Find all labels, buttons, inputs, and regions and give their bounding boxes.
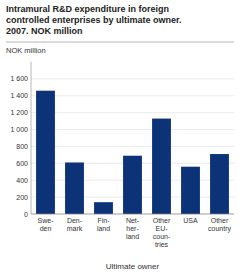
grid-line bbox=[31, 214, 234, 215]
x-tick-label: Othercountry bbox=[208, 217, 231, 233]
grid-line bbox=[31, 78, 234, 79]
bar bbox=[210, 154, 229, 214]
x-tick-label: Fin-land bbox=[97, 217, 110, 232]
grid-line bbox=[31, 95, 234, 96]
y-axis-line bbox=[31, 62, 32, 214]
x-tick-label: Den-mark bbox=[67, 217, 83, 232]
grid-line bbox=[31, 112, 234, 113]
bars bbox=[36, 91, 229, 214]
bar bbox=[123, 156, 142, 214]
bar bbox=[94, 202, 113, 214]
bar bbox=[181, 167, 200, 214]
separator bbox=[6, 42, 234, 43]
x-axis-label: Ultimate owner bbox=[106, 262, 160, 271]
y-tick-label: 1 200 bbox=[10, 109, 28, 116]
grid-line bbox=[31, 129, 234, 130]
chart: Intramural R&D expenditure in foreigncon… bbox=[0, 0, 239, 275]
y-tick-label: 600 bbox=[16, 160, 28, 167]
y-tick-label: 1 000 bbox=[10, 126, 28, 133]
x-tick-label: OtherEU-coun-tries bbox=[153, 217, 171, 248]
y-tick-label: 400 bbox=[16, 177, 28, 184]
y-tick-label: 1 600 bbox=[10, 75, 28, 82]
x-axis-line bbox=[31, 214, 234, 215]
bar bbox=[36, 91, 55, 214]
y-tick-label: 0 bbox=[24, 211, 28, 218]
bar bbox=[65, 162, 84, 214]
grid-line bbox=[31, 146, 234, 147]
x-tick-label: USA bbox=[183, 217, 198, 224]
bar bbox=[152, 119, 171, 214]
y-axis-label: NOK million bbox=[6, 46, 46, 55]
x-tick-label: Swe-den bbox=[38, 217, 55, 232]
x-tick-label: Net-her-land bbox=[126, 217, 140, 240]
y-tick-label: 1 400 bbox=[10, 92, 28, 99]
y-tick-label: 800 bbox=[16, 143, 28, 150]
title: Intramural R&D expenditure in foreigncon… bbox=[6, 4, 182, 36]
y-tick-label: 200 bbox=[16, 194, 28, 201]
